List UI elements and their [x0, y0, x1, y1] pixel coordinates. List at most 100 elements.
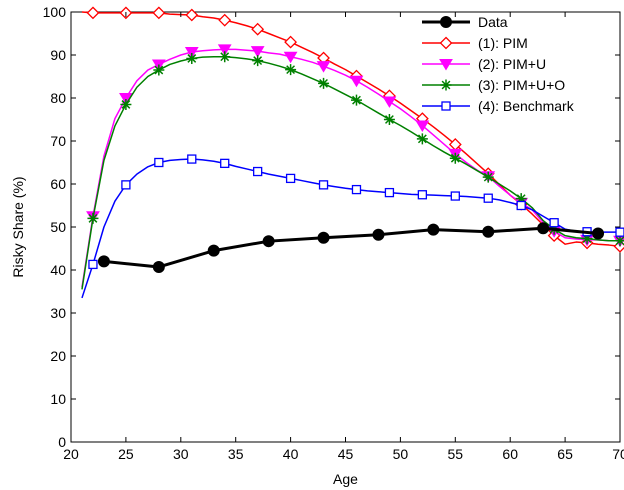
data-point [220, 158, 230, 169]
data-point [549, 218, 559, 228]
data-point [427, 223, 440, 236]
x-tick-label: 50 [393, 446, 409, 462]
legend-swatch-marker [440, 79, 452, 91]
data-point [581, 233, 593, 245]
y-tick-label: 30 [50, 305, 66, 321]
y-tick-label: 80 [50, 90, 66, 106]
y-axis-label: Risky Share (%) [10, 176, 26, 277]
y-tick-label: 60 [50, 176, 66, 192]
y-tick-label: 0 [58, 434, 66, 450]
x-tick-label: 55 [448, 446, 464, 462]
data-point [186, 52, 198, 64]
data-point [217, 44, 232, 56]
data-point [218, 13, 232, 27]
series-line [81, 11, 621, 248]
legend-item: (1): PIM [422, 35, 528, 51]
legend-label: (2): PIM+U [478, 56, 546, 72]
x-tick-label: 20 [63, 446, 79, 462]
x-tick-label: 70 [612, 446, 624, 462]
data-point [184, 46, 199, 59]
data-point [252, 55, 264, 67]
legend-label: Data [478, 14, 508, 30]
data-point [349, 75, 364, 88]
data-point [382, 96, 397, 108]
legend-swatch-marker [440, 16, 452, 28]
data-point [87, 212, 99, 224]
data-point [482, 171, 494, 183]
x-axis-label: Age [333, 471, 358, 487]
data-point [318, 77, 330, 89]
data-point [97, 255, 110, 268]
x-tick-label: 40 [283, 446, 299, 462]
x-tick-label: 65 [557, 446, 573, 462]
data-point [284, 35, 298, 49]
legend-label: (4): Benchmark [478, 98, 575, 114]
legend-label: (1): PIM [478, 35, 528, 51]
y-tick-label: 70 [50, 133, 66, 149]
data-point [318, 180, 329, 190]
data-point [253, 166, 263, 177]
data-point [615, 227, 624, 237]
data-point [207, 244, 220, 257]
plot-area [70, 11, 621, 443]
legend-swatch-marker [439, 36, 453, 50]
legend-label: (3): PIM+U+O [478, 77, 565, 93]
y-tick-label: 90 [50, 47, 66, 63]
data-point [614, 235, 624, 247]
data-point [317, 231, 330, 244]
data-point [154, 157, 164, 168]
x-tick-label: 25 [118, 446, 134, 462]
legend-swatch-marker [441, 101, 451, 111]
data-point [285, 64, 297, 76]
legend-item: (3): PIM+U+O [422, 77, 565, 93]
data-point [383, 114, 395, 125]
y-tick-label: 50 [50, 219, 66, 235]
legend-item: (4): Benchmark [422, 98, 575, 114]
data-point [316, 61, 331, 73]
data-point [482, 225, 495, 238]
series-line [81, 158, 620, 299]
data-point [262, 235, 275, 248]
data-point [449, 152, 461, 164]
y-tick-label: 10 [50, 391, 66, 407]
series-5 [81, 154, 624, 299]
axes-layer: 20 25 30 35 40 45 50 55 60 65 70 0 10 20 30 40 50 60 70 80 9… [43, 4, 624, 462]
data-point [415, 120, 430, 132]
data-point [285, 173, 296, 184]
data-point [592, 227, 605, 240]
y-tick-label: 40 [50, 262, 66, 278]
data-point [86, 6, 100, 20]
data-point [121, 180, 131, 190]
data-point [152, 260, 165, 273]
series-1 [97, 222, 605, 273]
data-point [515, 193, 527, 205]
data-point [152, 6, 166, 20]
data-point [219, 51, 231, 63]
series-line [103, 226, 599, 269]
series-line [81, 55, 620, 290]
data-point [416, 133, 428, 145]
x-tick-label: 30 [173, 446, 189, 462]
y-tick-label: 20 [50, 348, 66, 364]
series-layer [81, 6, 624, 299]
legend-item: (2): PIM+U [422, 56, 546, 72]
x-tick-label: 60 [502, 446, 518, 462]
data-point [417, 190, 428, 200]
data-point [187, 154, 197, 164]
data-point [372, 228, 385, 241]
data-point [185, 8, 199, 22]
data-point [88, 259, 98, 270]
data-point [350, 94, 362, 106]
data-point [351, 184, 362, 195]
data-point [120, 98, 132, 110]
legend: Data (1): PIM (2): PIM+U (3): PIM+U+O (4): B… [422, 14, 575, 114]
data-point [450, 191, 460, 201]
data-point [516, 200, 526, 211]
data-point [250, 46, 265, 58]
data-point [283, 51, 298, 64]
data-point [153, 64, 165, 76]
data-point [384, 187, 395, 198]
y-tick-label: 100 [43, 4, 67, 20]
data-point [251, 22, 265, 36]
